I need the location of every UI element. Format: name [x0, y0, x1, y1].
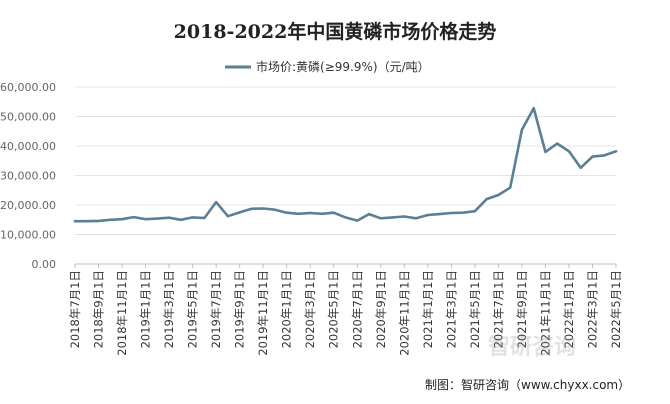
- data-point: [532, 107, 535, 110]
- watermark-text: 智研咨询: [488, 334, 576, 360]
- data-point: [309, 211, 312, 215]
- x-tick-label: 2021年9月1日: [515, 270, 529, 348]
- data-point: [579, 166, 582, 170]
- series-group: [73, 106, 618, 223]
- data-point: [73, 220, 77, 223]
- data-point: [285, 211, 288, 214]
- legend: 市场价:黄磷(≥99.9%)（元/吨）: [225, 59, 430, 74]
- y-tick-label: 40,000.00: [0, 140, 56, 153]
- y-axis-ticks: 0.00 10,000.00 20,000.00 30,000.00 40,000.00…: [0, 81, 56, 271]
- data-point: [273, 208, 277, 211]
- x-tick-label: 2019年5月1日: [186, 270, 200, 348]
- data-point: [191, 216, 194, 219]
- x-tick-label: 2020年3月1日: [303, 270, 317, 348]
- data-point: [555, 142, 559, 145]
- x-tick-label: 2022年5月1日: [609, 270, 623, 348]
- data-point: [426, 213, 430, 217]
- data-point: [567, 150, 571, 153]
- data-point: [379, 217, 382, 220]
- y-tick-label: 60,000.00: [0, 81, 56, 94]
- data-point: [214, 200, 218, 204]
- x-tick-label: 2022年1月1日: [562, 270, 576, 348]
- data-point: [391, 216, 394, 219]
- data-point: [356, 219, 359, 222]
- data-point: [544, 150, 547, 154]
- x-tick-label: 2018年11月1日: [115, 270, 129, 356]
- x-tick-label: 2018年9月1日: [92, 270, 106, 348]
- data-point: [179, 218, 183, 221]
- x-axis-ticks: 2018年7月1日 2018年9月1日 2018年11月1日 2019年1月1日 201…: [68, 264, 623, 356]
- data-point: [109, 218, 112, 221]
- x-tick-label: 2021年3月1日: [444, 270, 458, 348]
- data-point: [297, 212, 300, 216]
- x-tick-label: 2019年1月1日: [139, 270, 153, 348]
- series-line: [73, 106, 618, 223]
- data-point: [403, 215, 406, 218]
- data-point: [508, 186, 512, 189]
- x-tick-label: 2020年5月1日: [327, 270, 341, 348]
- data-point: [144, 217, 147, 221]
- data-point: [497, 193, 500, 197]
- data-point: [603, 154, 606, 157]
- y-tick-label: 10,000.00: [0, 229, 56, 242]
- data-point: [167, 216, 171, 219]
- data-point: [238, 211, 241, 214]
- data-point: [367, 212, 371, 216]
- x-tick-label: 2020年7月1日: [350, 270, 364, 348]
- x-tick-label: 2018年7月1日: [68, 270, 82, 348]
- y-tick-label: 0.00: [32, 258, 57, 271]
- data-point: [438, 212, 441, 216]
- x-tick-label: 2021年7月1日: [491, 270, 505, 348]
- x-tick-label: 2021年1月1日: [421, 270, 435, 348]
- x-tick-label: 2019年7月1日: [209, 270, 223, 348]
- legend-label: 市场价:黄磷(≥99.9%)（元/吨）: [256, 59, 430, 74]
- x-tick-label: 2021年11月1日: [538, 270, 552, 356]
- data-point: [85, 220, 88, 223]
- data-point: [156, 217, 159, 220]
- x-tick-label: 2020年11月1日: [397, 270, 411, 356]
- data-point: [520, 128, 524, 131]
- x-tick-label: 2019年9月1日: [233, 270, 247, 348]
- data-point: [461, 211, 465, 214]
- data-point: [473, 209, 477, 213]
- chart-title: 2018-2022年中国黄磷市场价格走势: [174, 20, 497, 43]
- x-tick-label: 2022年3月1日: [585, 270, 599, 348]
- x-tick-label: 2020年9月1日: [374, 270, 388, 348]
- data-point: [485, 197, 488, 201]
- x-tick-label: 2020年1月1日: [280, 270, 294, 348]
- data-point: [250, 207, 253, 211]
- data-point: [132, 215, 136, 219]
- data-point: [332, 211, 335, 214]
- x-tick-label: 2021年5月1日: [468, 270, 482, 348]
- source-note: 制图：智研咨询（www.chyxx.com）: [425, 377, 630, 392]
- x-tick-label: 2019年3月1日: [162, 270, 176, 348]
- data-point: [614, 150, 618, 153]
- data-point: [414, 217, 418, 220]
- y-tick-label: 30,000.00: [0, 170, 56, 183]
- grid-lines: [75, 86, 616, 265]
- data-point: [344, 216, 347, 219]
- data-point: [203, 216, 206, 220]
- data-point: [261, 207, 265, 210]
- data-point: [97, 219, 100, 223]
- y-tick-label: 20,000.00: [0, 199, 56, 212]
- data-point: [591, 155, 594, 158]
- data-point: [450, 211, 453, 215]
- y-tick-label: 50,000.00: [0, 111, 56, 124]
- data-point: [120, 217, 124, 221]
- data-point: [226, 215, 230, 218]
- data-point: [320, 212, 324, 216]
- x-tick-label: 2019年11月1日: [256, 270, 270, 356]
